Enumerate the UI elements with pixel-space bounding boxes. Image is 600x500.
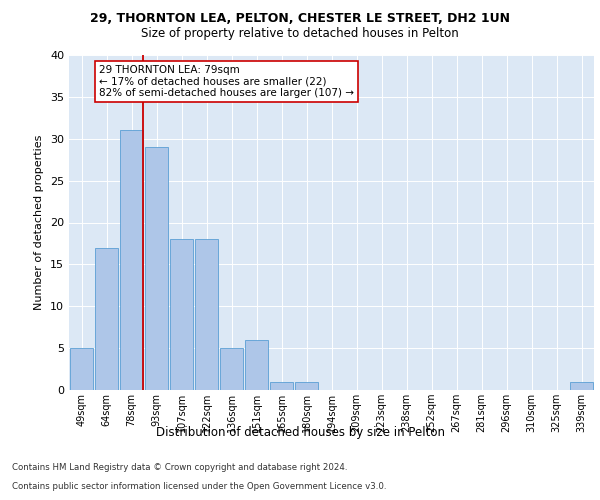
Bar <box>570 382 593 390</box>
Y-axis label: Number of detached properties: Number of detached properties <box>34 135 44 310</box>
Bar <box>270 382 293 390</box>
Text: Size of property relative to detached houses in Pelton: Size of property relative to detached ho… <box>141 28 459 40</box>
Bar <box>120 130 143 390</box>
Text: 29 THORNTON LEA: 79sqm
← 17% of detached houses are smaller (22)
82% of semi-det: 29 THORNTON LEA: 79sqm ← 17% of detached… <box>99 65 354 98</box>
Bar <box>170 240 193 390</box>
Text: Contains public sector information licensed under the Open Government Licence v3: Contains public sector information licen… <box>12 482 386 491</box>
Text: 29, THORNTON LEA, PELTON, CHESTER LE STREET, DH2 1UN: 29, THORNTON LEA, PELTON, CHESTER LE STR… <box>90 12 510 26</box>
Bar <box>245 340 268 390</box>
Bar <box>220 348 243 390</box>
Text: Distribution of detached houses by size in Pelton: Distribution of detached houses by size … <box>155 426 445 439</box>
Bar <box>145 147 168 390</box>
Bar <box>195 240 218 390</box>
Bar <box>95 248 118 390</box>
Text: Contains HM Land Registry data © Crown copyright and database right 2024.: Contains HM Land Registry data © Crown c… <box>12 464 347 472</box>
Bar <box>295 382 318 390</box>
Bar <box>70 348 93 390</box>
